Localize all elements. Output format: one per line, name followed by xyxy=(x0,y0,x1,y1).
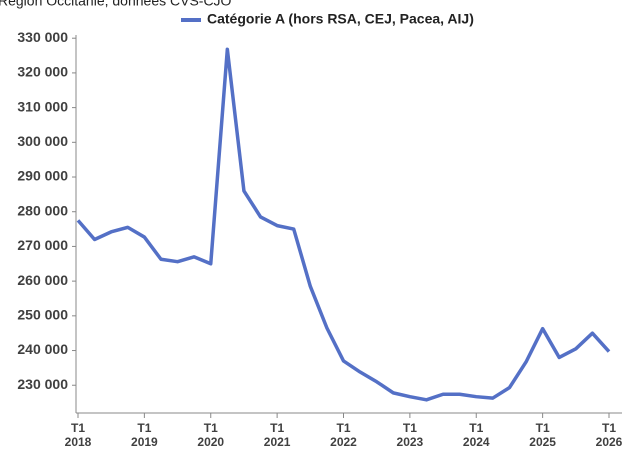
x-tick-label: T1 2023 xyxy=(396,421,424,449)
y-tick-label: 320 000 xyxy=(17,64,68,80)
y-tick-label: 230 000 xyxy=(17,376,68,392)
x-tick-label: T1 2025 xyxy=(529,421,556,449)
legend-label: Catégorie A (hors RSA, CEJ, Pacea, AIJ) xyxy=(207,11,474,27)
y-tick-label: 290 000 xyxy=(17,168,68,184)
chart-subtitle: Région Occitanie, données CVS-CJO xyxy=(0,0,232,9)
x-tick-label: T1 2026 xyxy=(595,421,623,449)
y-tick-label: 260 000 xyxy=(17,272,68,288)
series-line xyxy=(76,47,611,402)
x-tick-label: T1 2020 xyxy=(197,421,225,449)
y-tick-label: 240 000 xyxy=(17,341,68,357)
x-tick-label: T1 2018 xyxy=(64,421,92,449)
y-tick-label: 270 000 xyxy=(17,237,68,253)
x-tick-label: T1 2021 xyxy=(263,421,291,449)
y-tick-label: 280 000 xyxy=(17,202,68,218)
x-tick-label: T1 2024 xyxy=(462,421,490,449)
y-tick-label: 330 000 xyxy=(17,29,68,45)
y-tick-label: 300 000 xyxy=(17,133,68,149)
y-tick-label: 310 000 xyxy=(17,98,68,114)
x-tick-label: T1 2022 xyxy=(330,421,357,449)
x-tick-label: T1 2019 xyxy=(131,421,158,449)
y-tick-label: 250 000 xyxy=(17,307,68,323)
